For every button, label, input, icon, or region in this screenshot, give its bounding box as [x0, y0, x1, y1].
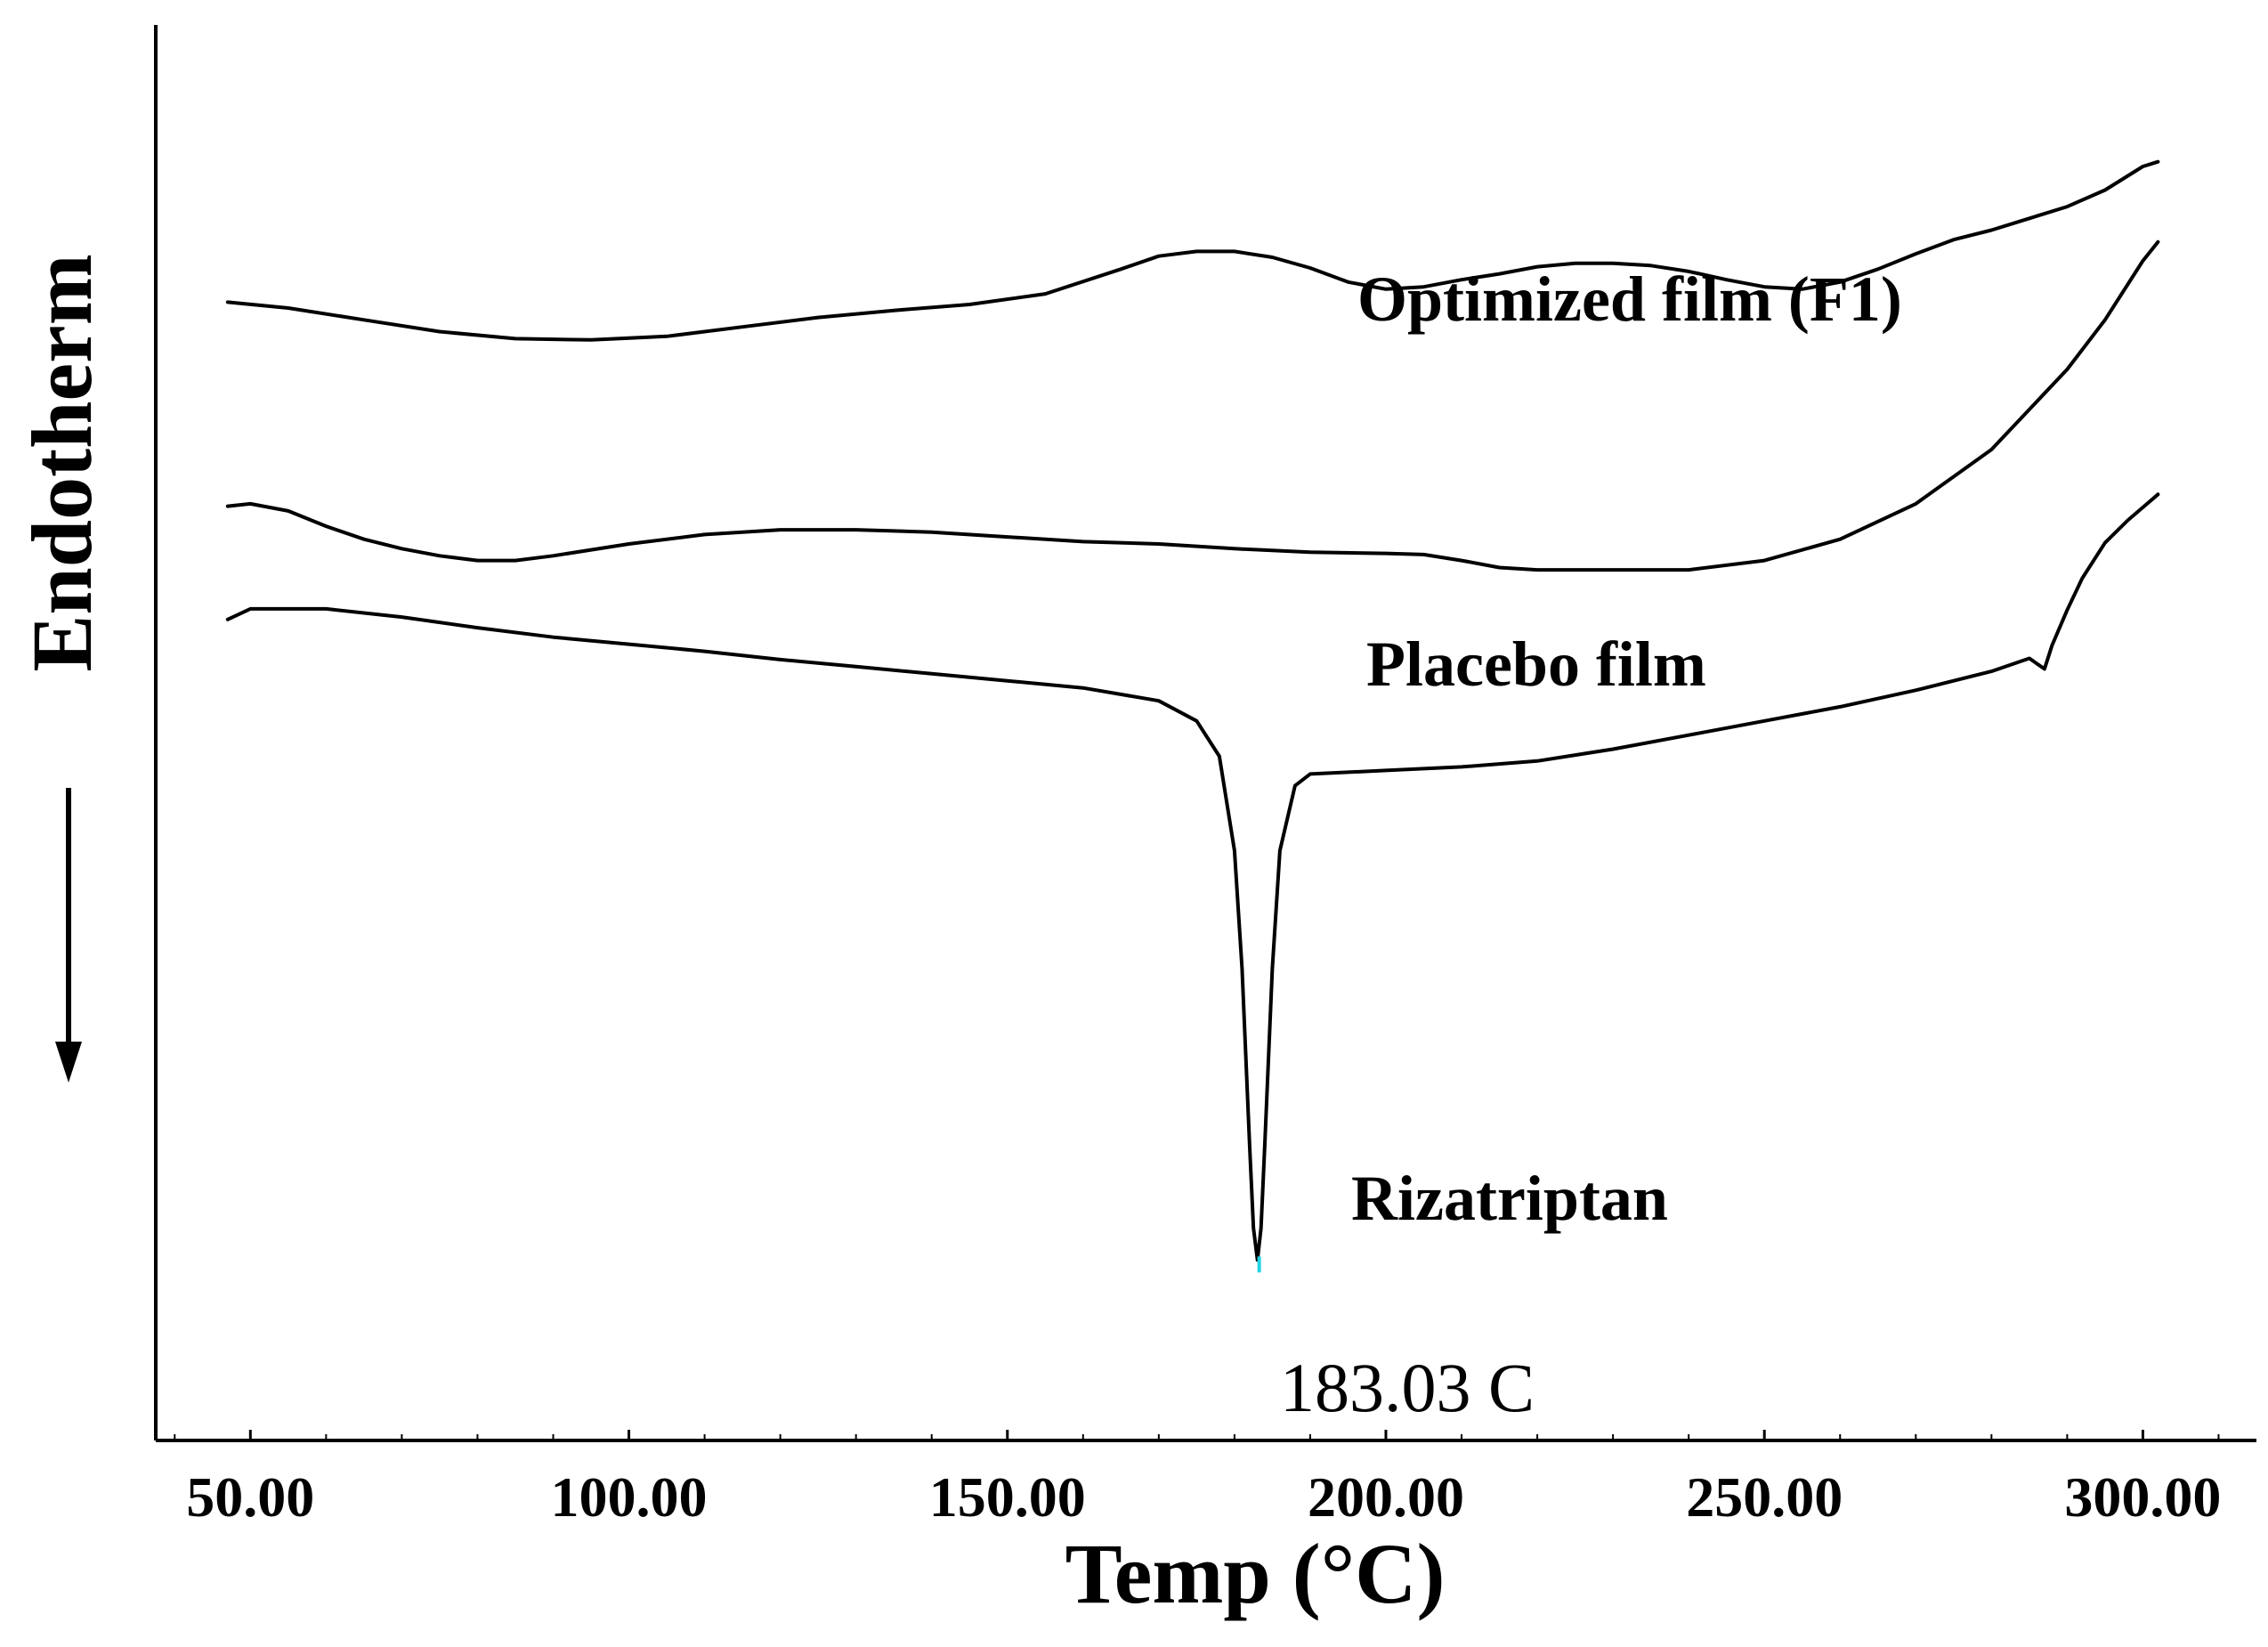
label-placebo-film: Placebo film [1366, 629, 1706, 700]
endotherm-arrow-icon [55, 788, 82, 1083]
x-axis-ticks [174, 1430, 2220, 1440]
peak-label: 183.03 C [1280, 1349, 1535, 1426]
x-tick-label: 300.00 [2064, 1465, 2221, 1529]
x-tick-label: 200.00 [1308, 1465, 1464, 1529]
x-tick-label: 100.00 [551, 1465, 708, 1529]
curve-rizatriptan [225, 492, 2160, 1262]
curve-placebo-film [225, 239, 2160, 572]
label-rizatriptan: Rizatriptan [1351, 1163, 1668, 1234]
x-axis-tick-labels: 50.00 100.00 150.00 200.00 250.00 300.00 [186, 1465, 2221, 1529]
label-optimized-film: Optimized film (F1) [1357, 264, 1902, 335]
x-axis-title: Temp (°C) [1065, 1526, 1446, 1621]
y-axis-title: Endotherm [14, 254, 109, 671]
x-tick-label: 250.00 [1686, 1465, 1843, 1529]
dsc-curves [225, 159, 2160, 1273]
x-tick-label: 50.00 [186, 1465, 314, 1529]
x-tick-label: 150.00 [929, 1465, 1086, 1529]
curve-optimized-film-f1 [225, 159, 2160, 342]
